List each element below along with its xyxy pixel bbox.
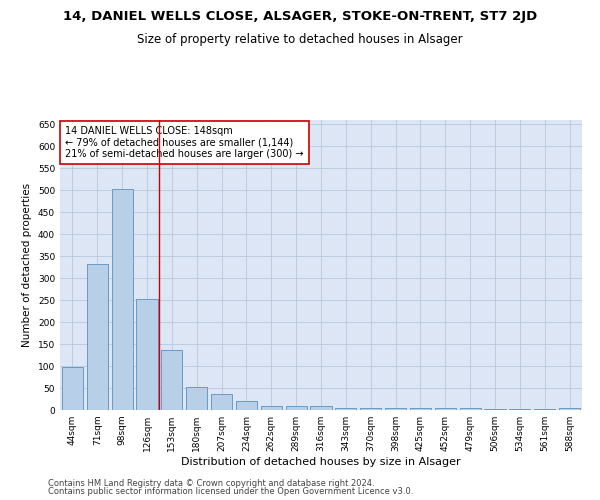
Bar (509, 409, 530, 410)
Bar (484, 409, 506, 410)
Bar (87, 264, 108, 410)
Bar (385, 408, 406, 410)
Bar (360, 408, 381, 410)
Bar (559, 408, 580, 410)
Bar (62, 368, 83, 410)
Bar (335, 408, 356, 410)
Bar (236, 401, 257, 410)
Bar (410, 408, 431, 410)
Y-axis label: Number of detached properties: Number of detached properties (22, 183, 32, 347)
Text: Size of property relative to detached houses in Alsager: Size of property relative to detached ho… (137, 32, 463, 46)
Bar (310, 406, 332, 410)
Bar (112, 188, 133, 410)
Text: Contains HM Land Registry data © Crown copyright and database right 2024.: Contains HM Land Registry data © Crown c… (48, 478, 374, 488)
Bar (286, 406, 307, 410)
Bar (161, 350, 182, 410)
Bar (534, 409, 555, 410)
Bar (211, 394, 232, 410)
Bar (460, 408, 481, 410)
Text: 14 DANIEL WELLS CLOSE: 148sqm
← 79% of detached houses are smaller (1,144)
21% o: 14 DANIEL WELLS CLOSE: 148sqm ← 79% of d… (65, 126, 304, 159)
Text: Contains public sector information licensed under the Open Government Licence v3: Contains public sector information licen… (48, 487, 413, 496)
X-axis label: Distribution of detached houses by size in Alsager: Distribution of detached houses by size … (181, 457, 461, 467)
Text: 14, DANIEL WELLS CLOSE, ALSAGER, STOKE-ON-TRENT, ST7 2JD: 14, DANIEL WELLS CLOSE, ALSAGER, STOKE-O… (63, 10, 537, 23)
Bar (136, 299, 158, 410)
Bar (186, 386, 207, 410)
Bar (261, 406, 282, 410)
Bar (435, 408, 456, 410)
